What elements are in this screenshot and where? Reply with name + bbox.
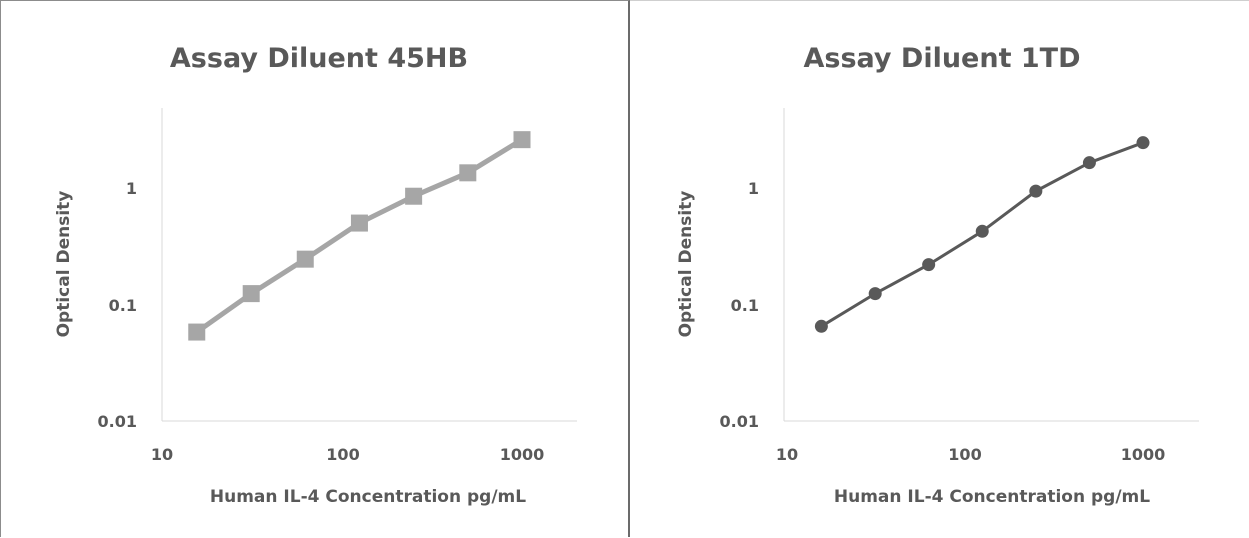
y-axis-label: Optical Density bbox=[54, 191, 74, 338]
data-point bbox=[296, 250, 314, 268]
data-point bbox=[1029, 184, 1043, 198]
plot-area bbox=[814, 136, 1150, 333]
y-tick-label: 0.1 bbox=[109, 296, 137, 315]
y-tick-label: 0.1 bbox=[731, 296, 759, 315]
x-tick-label: 1000 bbox=[500, 445, 545, 464]
data-point bbox=[242, 285, 260, 303]
chart-title: Assay Diluent 1TD bbox=[803, 43, 1080, 74]
x-axis-label: Human IL-4 Concentration pg/mL bbox=[834, 487, 1150, 507]
x-axis-label: Human IL-4 Concentration pg/mL bbox=[210, 487, 526, 507]
x-tick-label: 10 bbox=[151, 445, 173, 464]
y-tick-label: 0.01 bbox=[720, 412, 759, 431]
data-point bbox=[868, 287, 882, 301]
chart-title: Assay Diluent 45HB bbox=[170, 43, 468, 74]
data-point bbox=[188, 323, 206, 341]
x-tick-label: 100 bbox=[948, 445, 981, 464]
data-point bbox=[1082, 156, 1096, 170]
data-point bbox=[405, 187, 423, 205]
chart-1td: Assay Diluent 1TD 0.01 0.1 1 10 100 1000… bbox=[676, 43, 1199, 507]
x-tick-label: 100 bbox=[326, 445, 359, 464]
chart-panel-1td: Assay Diluent 1TD 0.01 0.1 1 10 100 1000… bbox=[630, 0, 1249, 537]
data-point bbox=[459, 164, 477, 182]
y-axis-label: Optical Density bbox=[676, 191, 696, 338]
y-tick-label: 1 bbox=[748, 179, 759, 198]
chart-45hb: Assay Diluent 45HB 0.01 0.1 1 10 100 100… bbox=[54, 43, 577, 507]
data-point bbox=[513, 131, 531, 149]
plot-area bbox=[188, 131, 531, 341]
y-tick-label: 0.01 bbox=[98, 412, 137, 431]
x-tick-label: 10 bbox=[776, 445, 798, 464]
chart-panel-45hb: Assay Diluent 45HB 0.01 0.1 1 10 100 100… bbox=[0, 0, 630, 537]
data-point bbox=[814, 319, 828, 333]
data-point bbox=[922, 258, 936, 272]
data-point bbox=[350, 214, 368, 232]
data-point bbox=[975, 224, 989, 238]
x-tick-label: 1000 bbox=[1121, 445, 1166, 464]
y-tick-label: 1 bbox=[126, 179, 137, 198]
data-point bbox=[1136, 136, 1150, 150]
